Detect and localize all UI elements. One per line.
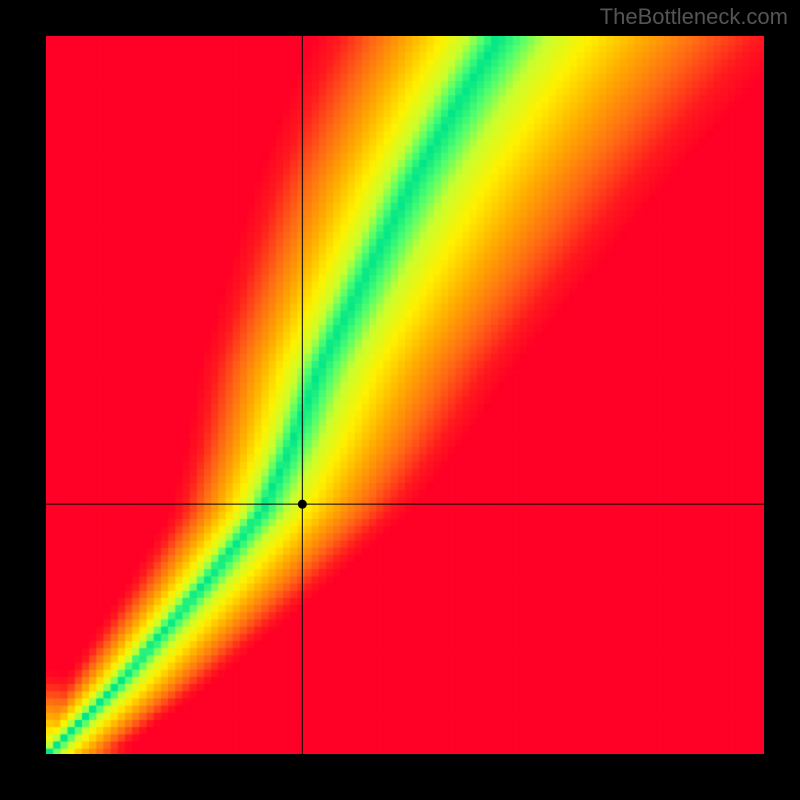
heatmap-canvas <box>46 36 764 754</box>
figure-container: TheBottleneck.com <box>0 0 800 800</box>
watermark-text: TheBottleneck.com <box>600 4 788 30</box>
